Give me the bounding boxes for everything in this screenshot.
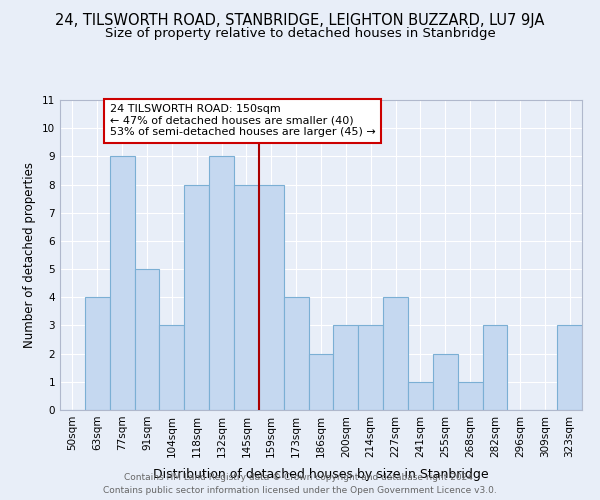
Bar — [284, 298, 308, 410]
Bar — [259, 184, 284, 410]
Bar — [358, 326, 383, 410]
Bar — [134, 269, 160, 410]
Bar — [383, 298, 408, 410]
Bar — [234, 184, 259, 410]
Bar — [458, 382, 482, 410]
Bar — [308, 354, 334, 410]
Bar — [110, 156, 134, 410]
Text: Size of property relative to detached houses in Stanbridge: Size of property relative to detached ho… — [104, 28, 496, 40]
Text: 24 TILSWORTH ROAD: 150sqm
← 47% of detached houses are smaller (40)
53% of semi-: 24 TILSWORTH ROAD: 150sqm ← 47% of detac… — [110, 104, 376, 138]
Bar — [482, 326, 508, 410]
Bar — [433, 354, 458, 410]
Bar — [184, 184, 209, 410]
Bar — [209, 156, 234, 410]
X-axis label: Distribution of detached houses by size in Stanbridge: Distribution of detached houses by size … — [153, 468, 489, 481]
Y-axis label: Number of detached properties: Number of detached properties — [23, 162, 37, 348]
Bar — [85, 298, 110, 410]
Bar — [160, 326, 184, 410]
Text: 24, TILSWORTH ROAD, STANBRIDGE, LEIGHTON BUZZARD, LU7 9JA: 24, TILSWORTH ROAD, STANBRIDGE, LEIGHTON… — [55, 12, 545, 28]
Bar — [557, 326, 582, 410]
Bar — [408, 382, 433, 410]
Bar — [334, 326, 358, 410]
Text: Contains HM Land Registry data © Crown copyright and database right 2024.
Contai: Contains HM Land Registry data © Crown c… — [103, 474, 497, 495]
